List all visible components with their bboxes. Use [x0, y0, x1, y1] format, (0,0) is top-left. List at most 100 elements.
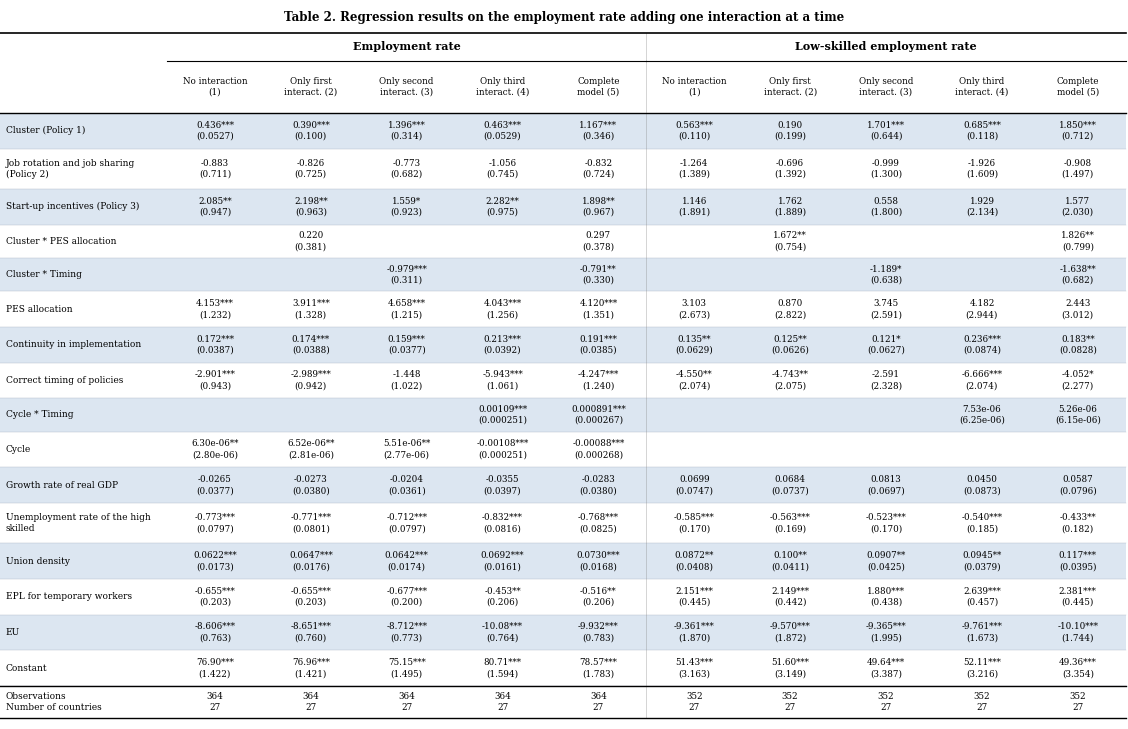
Text: -2.901***
(0.943): -2.901*** (0.943): [194, 370, 236, 391]
Text: 49.64***
(3.387): 49.64*** (3.387): [867, 658, 905, 678]
Text: 3.745
(2.591): 3.745 (2.591): [870, 299, 902, 319]
Text: -1.448
(1.022): -1.448 (1.022): [390, 370, 423, 391]
Text: 0.390***
(0.100): 0.390*** (0.100): [292, 121, 329, 141]
Text: Only third
interact. (4): Only third interact. (4): [955, 77, 1008, 97]
Text: Only first
interact. (2): Only first interact. (2): [284, 77, 337, 97]
Text: 0.0945**
(0.0379): 0.0945** (0.0379): [962, 551, 1002, 571]
Text: EU: EU: [6, 628, 20, 637]
Text: 0.685***
(0.118): 0.685*** (0.118): [963, 121, 1001, 141]
Text: 6.30e-06**
(2.80e-06): 6.30e-06** (2.80e-06): [192, 440, 238, 459]
Text: Observations
Number of countries: Observations Number of countries: [6, 692, 102, 712]
Text: 1.167***
(0.346): 1.167*** (0.346): [580, 121, 617, 141]
Bar: [0, 503, 1126, 543]
Text: 4.043***
(1.256): 4.043*** (1.256): [484, 299, 521, 319]
Bar: [0, 579, 1126, 615]
Text: -4.550**
(2.074): -4.550** (2.074): [676, 370, 713, 391]
Text: -0.826
(0.725): -0.826 (0.725): [294, 159, 327, 179]
Text: 1.826**
(0.799): 1.826** (0.799): [1061, 231, 1094, 252]
Text: 0.213***
(0.0392): 0.213*** (0.0392): [484, 335, 521, 355]
Text: 4.182
(2.944): 4.182 (2.944): [966, 299, 998, 319]
Text: -6.666***
(2.074): -6.666*** (2.074): [961, 370, 1003, 391]
Text: 0.159***
(0.0377): 0.159*** (0.0377): [388, 335, 425, 355]
Text: -9.361***
(1.870): -9.361*** (1.870): [673, 623, 715, 642]
Text: -0.00108***
(0.000251): -0.00108*** (0.000251): [476, 440, 529, 459]
Bar: [0, 292, 1126, 327]
Text: Cycle * Timing: Cycle * Timing: [6, 410, 73, 419]
Bar: [0, 61, 1128, 113]
Text: 1.701***
(0.644): 1.701*** (0.644): [867, 121, 905, 141]
Text: 0.563***
(0.110): 0.563*** (0.110): [676, 121, 713, 141]
Text: 1.898**
(0.967): 1.898** (0.967): [582, 197, 615, 217]
Text: Employment rate: Employment rate: [353, 41, 460, 52]
Text: 0.558
(1.800): 0.558 (1.800): [870, 197, 902, 217]
Text: 7.53e-06
(6.25e-06): 7.53e-06 (6.25e-06): [959, 405, 1005, 425]
Bar: [0, 543, 1126, 579]
Text: -0.0355
(0.0397): -0.0355 (0.0397): [484, 475, 521, 495]
Text: -9.570***
(1.872): -9.570*** (1.872): [769, 623, 811, 642]
Text: 1.850***
(0.712): 1.850*** (0.712): [1059, 121, 1096, 141]
Text: Job rotation and job sharing
(Policy 2): Job rotation and job sharing (Policy 2): [6, 159, 135, 179]
Text: 0.0907**
(0.0425): 0.0907** (0.0425): [866, 551, 906, 571]
Text: -5.943***
(1.061): -5.943*** (1.061): [482, 370, 523, 391]
Text: -0.883
(0.711): -0.883 (0.711): [199, 159, 231, 179]
Bar: [0, 650, 1126, 686]
Text: 4.120***
(1.351): 4.120*** (1.351): [580, 299, 617, 319]
Text: -0.0265
(0.0377): -0.0265 (0.0377): [196, 475, 233, 495]
Text: 2.639***
(0.457): 2.639*** (0.457): [963, 587, 1001, 607]
Text: 0.0872**
(0.0408): 0.0872** (0.0408): [675, 551, 714, 571]
Text: -0.516**
(0.206): -0.516** (0.206): [580, 587, 617, 607]
Text: 352
27: 352 27: [782, 692, 799, 712]
Text: -2.591
(2.328): -2.591 (2.328): [870, 370, 902, 391]
Text: 0.463***
(0.0529): 0.463*** (0.0529): [484, 121, 521, 141]
Text: -0.832
(0.724): -0.832 (0.724): [582, 159, 615, 179]
Text: 2.151***
(0.445): 2.151*** (0.445): [676, 587, 713, 607]
Bar: [0, 398, 1126, 432]
Text: 0.870
(2.822): 0.870 (2.822): [774, 299, 807, 319]
Text: 364
27: 364 27: [494, 692, 511, 712]
Text: Complete
model (5): Complete model (5): [578, 77, 619, 97]
Text: 2.149***
(0.442): 2.149*** (0.442): [772, 587, 809, 607]
Text: 1.577
(2.030): 1.577 (2.030): [1061, 197, 1094, 217]
Bar: [0, 362, 1126, 398]
Text: 0.0684
(0.0737): 0.0684 (0.0737): [772, 475, 809, 495]
Text: -9.365***
(1.995): -9.365*** (1.995): [865, 623, 907, 642]
Text: 1.929
(2.134): 1.929 (2.134): [966, 197, 998, 217]
Text: EPL for temporary workers: EPL for temporary workers: [6, 592, 132, 601]
Text: -0.773
(0.682): -0.773 (0.682): [390, 159, 423, 179]
Bar: [0, 686, 1126, 718]
Text: 1.880***
(0.438): 1.880*** (0.438): [867, 587, 905, 607]
Text: 78.57***
(1.783): 78.57*** (1.783): [580, 658, 617, 678]
Text: 0.117***
(0.0395): 0.117*** (0.0395): [1059, 551, 1096, 571]
Text: -0.999
(1.300): -0.999 (1.300): [870, 159, 902, 179]
Text: 0.0450
(0.0873): 0.0450 (0.0873): [963, 475, 1001, 495]
Text: 0.190
(0.199): 0.190 (0.199): [774, 121, 807, 141]
Text: 0.191***
(0.0385): 0.191*** (0.0385): [580, 335, 617, 355]
Text: 76.90***
(1.422): 76.90*** (1.422): [196, 658, 233, 678]
Text: Cluster * PES allocation: Cluster * PES allocation: [6, 237, 116, 246]
Text: 1.396***
(0.314): 1.396*** (0.314): [388, 121, 425, 141]
Bar: [0, 225, 1126, 258]
Text: -0.00088***
(0.000268): -0.00088*** (0.000268): [572, 440, 625, 459]
Text: Correct timing of policies: Correct timing of policies: [6, 376, 123, 385]
Text: 2.085**
(0.947): 2.085** (0.947): [199, 197, 231, 217]
Text: 2.198**
(0.963): 2.198** (0.963): [294, 197, 327, 217]
Text: 80.71***
(1.594): 80.71*** (1.594): [484, 658, 521, 678]
Text: 49.36***
(3.354): 49.36*** (3.354): [1059, 658, 1096, 678]
Text: -0.0273
(0.0380): -0.0273 (0.0380): [292, 475, 329, 495]
Text: -0.585***
(0.170): -0.585*** (0.170): [673, 513, 715, 533]
Text: 2.282**
(0.975): 2.282** (0.975): [486, 197, 519, 217]
Text: 0.000891***
(0.000267): 0.000891*** (0.000267): [571, 405, 626, 425]
Text: Start-up incentives (Policy 3): Start-up incentives (Policy 3): [6, 202, 139, 211]
Text: 6.52e-06**
(2.81e-06): 6.52e-06** (2.81e-06): [288, 440, 334, 459]
Text: 352
27: 352 27: [973, 692, 990, 712]
Text: 352
27: 352 27: [686, 692, 703, 712]
Text: -8.606***
(0.763): -8.606*** (0.763): [194, 623, 236, 642]
Text: -8.651***
(0.760): -8.651*** (0.760): [290, 623, 332, 642]
Bar: [0, 189, 1126, 225]
Text: -0.453**
(0.206): -0.453** (0.206): [484, 587, 521, 607]
Text: -0.655***
(0.203): -0.655*** (0.203): [290, 587, 332, 607]
Text: 352
27: 352 27: [1069, 692, 1086, 712]
Text: -2.989***
(0.942): -2.989*** (0.942): [290, 370, 332, 391]
Text: -0.433**
(0.182): -0.433** (0.182): [1059, 513, 1096, 533]
Text: -0.791**
(0.330): -0.791** (0.330): [580, 265, 617, 284]
